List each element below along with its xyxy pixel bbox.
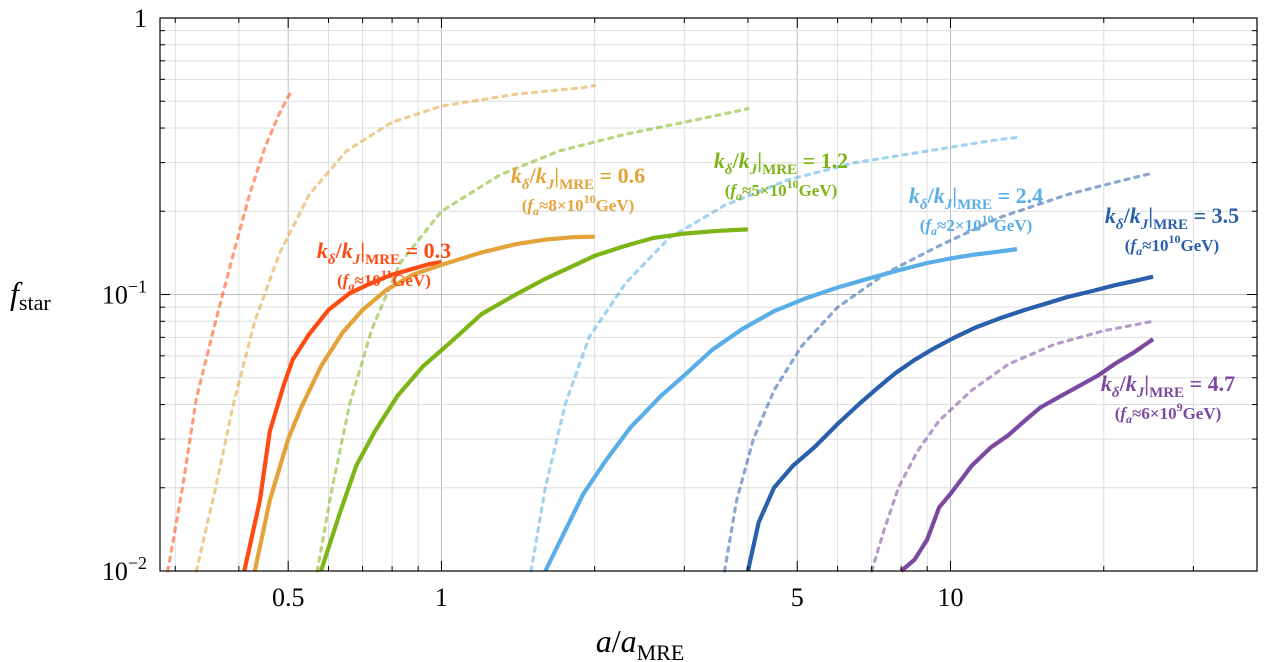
solid-curve-2 <box>319 227 748 572</box>
solid-curve-4 <box>745 274 1154 572</box>
dashed-curve-3 <box>529 135 1019 573</box>
solid-curve-3 <box>543 247 1018 572</box>
x-tick-label: 0.5 <box>272 583 305 612</box>
solid-curve-1 <box>252 234 595 572</box>
solid-curve-5 <box>899 337 1155 573</box>
y-tick-label: 1 <box>134 4 147 33</box>
series-label-2: kδ/kJ|MRE = 1.2(fa≈5×1010GeV) <box>714 148 848 203</box>
svg-text:kδ/kJ|MRE = 1.2: kδ/kJ|MRE = 1.2 <box>714 148 848 178</box>
svg-text:(fa≈1010GeV): (fa≈1010GeV) <box>1125 232 1219 258</box>
dashed-curve-5 <box>870 319 1155 573</box>
svg-text:kδ/kJ|MRE = 0.3: kδ/kJ|MRE = 0.3 <box>317 238 451 268</box>
svg-text:kδ/kJ|MRE = 4.7: kδ/kJ|MRE = 4.7 <box>1101 371 1235 401</box>
dashed-curve-2 <box>315 107 750 573</box>
series-label-3: kδ/kJ|MRE = 2.4(fa≈2×1010GeV) <box>909 183 1043 238</box>
y-axis-label: fstar <box>10 275 51 315</box>
svg-text:(fa≈6×109GeV): (fa≈6×109GeV) <box>1115 400 1222 426</box>
svg-text:kδ/kJ|MRE = 3.5: kδ/kJ|MRE = 3.5 <box>1105 203 1239 233</box>
x-axis-label: a/aMRE <box>596 623 685 662</box>
svg-text:kδ/kJ|MRE = 0.6: kδ/kJ|MRE = 0.6 <box>511 163 645 193</box>
dashed-curve-4 <box>722 171 1155 573</box>
x-tick-label: 1 <box>435 583 448 612</box>
axis-ticks: 0.5 1 5 10 1 10−1 10−2 <box>102 4 1257 612</box>
dashed-curve-1 <box>194 83 597 573</box>
solid-curve-0 <box>242 260 442 572</box>
series-label-4: kδ/kJ|MRE = 3.5(fa≈1010GeV) <box>1105 203 1239 258</box>
solid-curves <box>242 227 1155 573</box>
series-label-5: kδ/kJ|MRE = 4.7(fa≈6×109GeV) <box>1101 371 1235 426</box>
series-labels: kδ/kJ|MRE = 0.3(fa≈1011GeV)kδ/kJ|MRE = 0… <box>317 148 1239 426</box>
svg-text:(fa≈5×1010GeV): (fa≈5×1010GeV) <box>725 177 838 203</box>
grid-lines <box>160 18 1257 571</box>
dashed-curves <box>166 83 1155 573</box>
y-tick-label: 10−1 <box>102 277 147 310</box>
svg-text:kδ/kJ|MRE = 2.4: kδ/kJ|MRE = 2.4 <box>909 183 1043 213</box>
dashed-curve-0 <box>166 88 295 573</box>
svg-text:(fa≈1011GeV): (fa≈1011GeV) <box>337 267 431 293</box>
series-label-0: kδ/kJ|MRE = 0.3(fa≈1011GeV) <box>317 238 451 293</box>
svg-text:(fa≈2×1010GeV): (fa≈2×1010GeV) <box>920 212 1033 238</box>
x-tick-label: 10 <box>938 583 964 612</box>
y-tick-label: 10−2 <box>102 553 147 586</box>
x-tick-label: 5 <box>791 583 804 612</box>
svg-text:(fa≈8×1010GeV): (fa≈8×1010GeV) <box>522 192 635 218</box>
series-label-1: kδ/kJ|MRE = 0.6(fa≈8×1010GeV) <box>511 163 645 218</box>
